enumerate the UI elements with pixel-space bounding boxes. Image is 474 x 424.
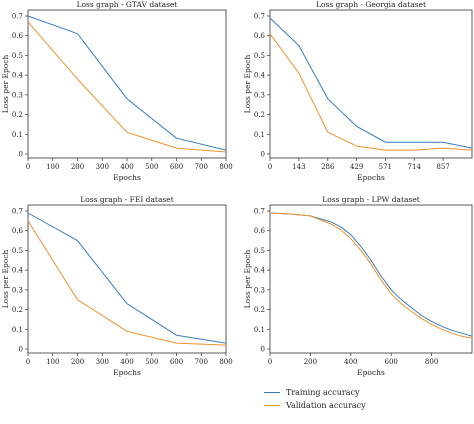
- validation-loss-line: [27, 21, 227, 153]
- y-tick-label: 0.4: [254, 267, 266, 275]
- chart-title: Loss graph - Georgia dataset: [316, 0, 426, 9]
- y-tick-label: 0.3: [12, 286, 23, 294]
- y-tick-label: 0: [19, 346, 23, 354]
- plot-frame: [27, 9, 227, 159]
- y-tick-label: 0.1: [12, 131, 23, 139]
- chart-title: Loss graph - GTAV dataset: [77, 0, 178, 9]
- y-tick-label: 0.6: [12, 32, 24, 40]
- x-axis-label: Epochs: [357, 368, 385, 377]
- legend: Training accuracy Validation accuracy: [264, 386, 366, 412]
- x-tick-label: 800: [219, 358, 232, 366]
- y-axis-label: Loss per Epoch: [243, 250, 252, 309]
- y-tick-label: 0.5: [254, 52, 265, 60]
- x-tick-label: 800: [425, 358, 438, 366]
- x-tick-label: 143: [292, 163, 305, 171]
- y-tick-label: 0.4: [12, 72, 24, 80]
- x-tick-label: 300: [96, 358, 109, 366]
- y-tick-label: 0.4: [254, 72, 266, 80]
- x-tick-label: 600: [385, 358, 398, 366]
- x-tick-label: 600: [170, 163, 183, 171]
- y-tick-label: 0: [261, 151, 265, 159]
- y-tick-label: 0.1: [254, 326, 265, 334]
- chart-title: Loss graph - LPW dataset: [322, 195, 420, 204]
- y-tick-label: 0.6: [12, 227, 24, 235]
- y-tick-label: 0.5: [12, 247, 23, 255]
- x-tick-label: 100: [46, 358, 59, 366]
- y-tick-label: 0.1: [254, 131, 265, 139]
- y-tick-label: 0: [261, 346, 265, 354]
- x-tick-label: 857: [436, 163, 449, 171]
- x-tick-label: 0: [26, 163, 30, 171]
- x-axis-label: Epochs: [113, 173, 141, 182]
- training-loss-line: [269, 17, 473, 149]
- x-tick-label: 400: [120, 163, 133, 171]
- x-tick-label: 429: [350, 163, 363, 171]
- y-tick-label: 0.7: [254, 13, 265, 21]
- plot-frame: [269, 9, 473, 159]
- x-tick-label: 200: [71, 358, 84, 366]
- x-tick-label: 571: [379, 163, 392, 171]
- y-tick-label: 0.3: [254, 286, 265, 294]
- y-tick-label: 0.7: [254, 208, 265, 216]
- x-tick-label: 400: [120, 358, 133, 366]
- x-tick-label: 400: [344, 358, 357, 366]
- training-loss-line: [27, 15, 227, 151]
- x-tick-label: 0: [268, 163, 272, 171]
- y-tick-label: 0.6: [254, 227, 266, 235]
- validation-loss-line: [269, 33, 473, 151]
- x-tick-label: 800: [219, 163, 232, 171]
- x-tick-label: 600: [170, 358, 183, 366]
- x-tick-label: 0: [26, 358, 30, 366]
- x-tick-label: 0: [268, 358, 272, 366]
- x-tick-label: 286: [321, 163, 335, 171]
- y-tick-label: 0.2: [12, 111, 23, 119]
- y-tick-label: 0.3: [254, 91, 265, 99]
- chart-panel-1: Loss graph - GTAV dataset 0 0.1 0.2 0.3 0.4 0.…: [1, 0, 233, 182]
- x-axis-label: Epochs: [357, 173, 385, 182]
- chart-panel-4: Loss graph - LPW dataset 0 0.1 0.2 0.3 0.4 0.5…: [243, 195, 473, 377]
- chart-panel-2: Loss graph - Georgia dataset 0 0.1 0.2 0.3 0.…: [243, 0, 473, 182]
- y-tick-label: 0.7: [12, 208, 23, 216]
- legend-label-training: Training accuracy: [286, 388, 360, 397]
- x-tick-label: 200: [304, 358, 317, 366]
- y-tick-label: 0.2: [254, 306, 265, 314]
- y-tick-label: 0.6: [254, 32, 266, 40]
- x-tick-label: 500: [145, 358, 158, 366]
- legend-item-validation: Validation accuracy: [264, 399, 366, 412]
- validation-loss-line: [27, 220, 227, 346]
- y-tick-label: 0.5: [12, 52, 23, 60]
- y-axis-label: Loss per Epoch: [1, 55, 10, 114]
- y-tick-label: 0.2: [254, 111, 265, 119]
- legend-swatch-training: [264, 392, 280, 393]
- y-tick-label: 0.4: [12, 267, 24, 275]
- x-tick-label: 200: [71, 163, 84, 171]
- y-tick-label: 0.5: [254, 247, 265, 255]
- legend-label-validation: Validation accuracy: [286, 401, 366, 410]
- plot-frame: [269, 204, 473, 354]
- training-loss-line: [27, 212, 227, 344]
- validation-loss-line: [269, 212, 473, 339]
- y-tick-label: 0.3: [12, 91, 23, 99]
- legend-swatch-validation: [264, 405, 280, 406]
- x-tick-label: 500: [145, 163, 158, 171]
- y-axis-label: Loss per Epoch: [1, 250, 10, 309]
- y-tick-label: 0.2: [12, 306, 23, 314]
- x-tick-label: 100: [46, 163, 59, 171]
- x-tick-label: 714: [408, 163, 422, 171]
- y-tick-label: 0.7: [12, 13, 23, 21]
- x-tick-label: 700: [195, 358, 208, 366]
- x-tick-label: 300: [96, 163, 109, 171]
- chart-panel-3: Loss graph - FEI dataset 0 0.1 0.2 0.3 0.4 0.5…: [1, 195, 233, 377]
- y-tick-label: 0: [19, 151, 23, 159]
- training-loss-line: [269, 212, 473, 337]
- y-axis-label: Loss per Epoch: [243, 55, 252, 114]
- chart-title: Loss graph - FEI dataset: [80, 195, 173, 204]
- legend-item-training: Training accuracy: [264, 386, 366, 399]
- x-axis-label: Epochs: [113, 368, 141, 377]
- x-tick-label: 700: [195, 163, 208, 171]
- y-tick-label: 0.1: [12, 326, 23, 334]
